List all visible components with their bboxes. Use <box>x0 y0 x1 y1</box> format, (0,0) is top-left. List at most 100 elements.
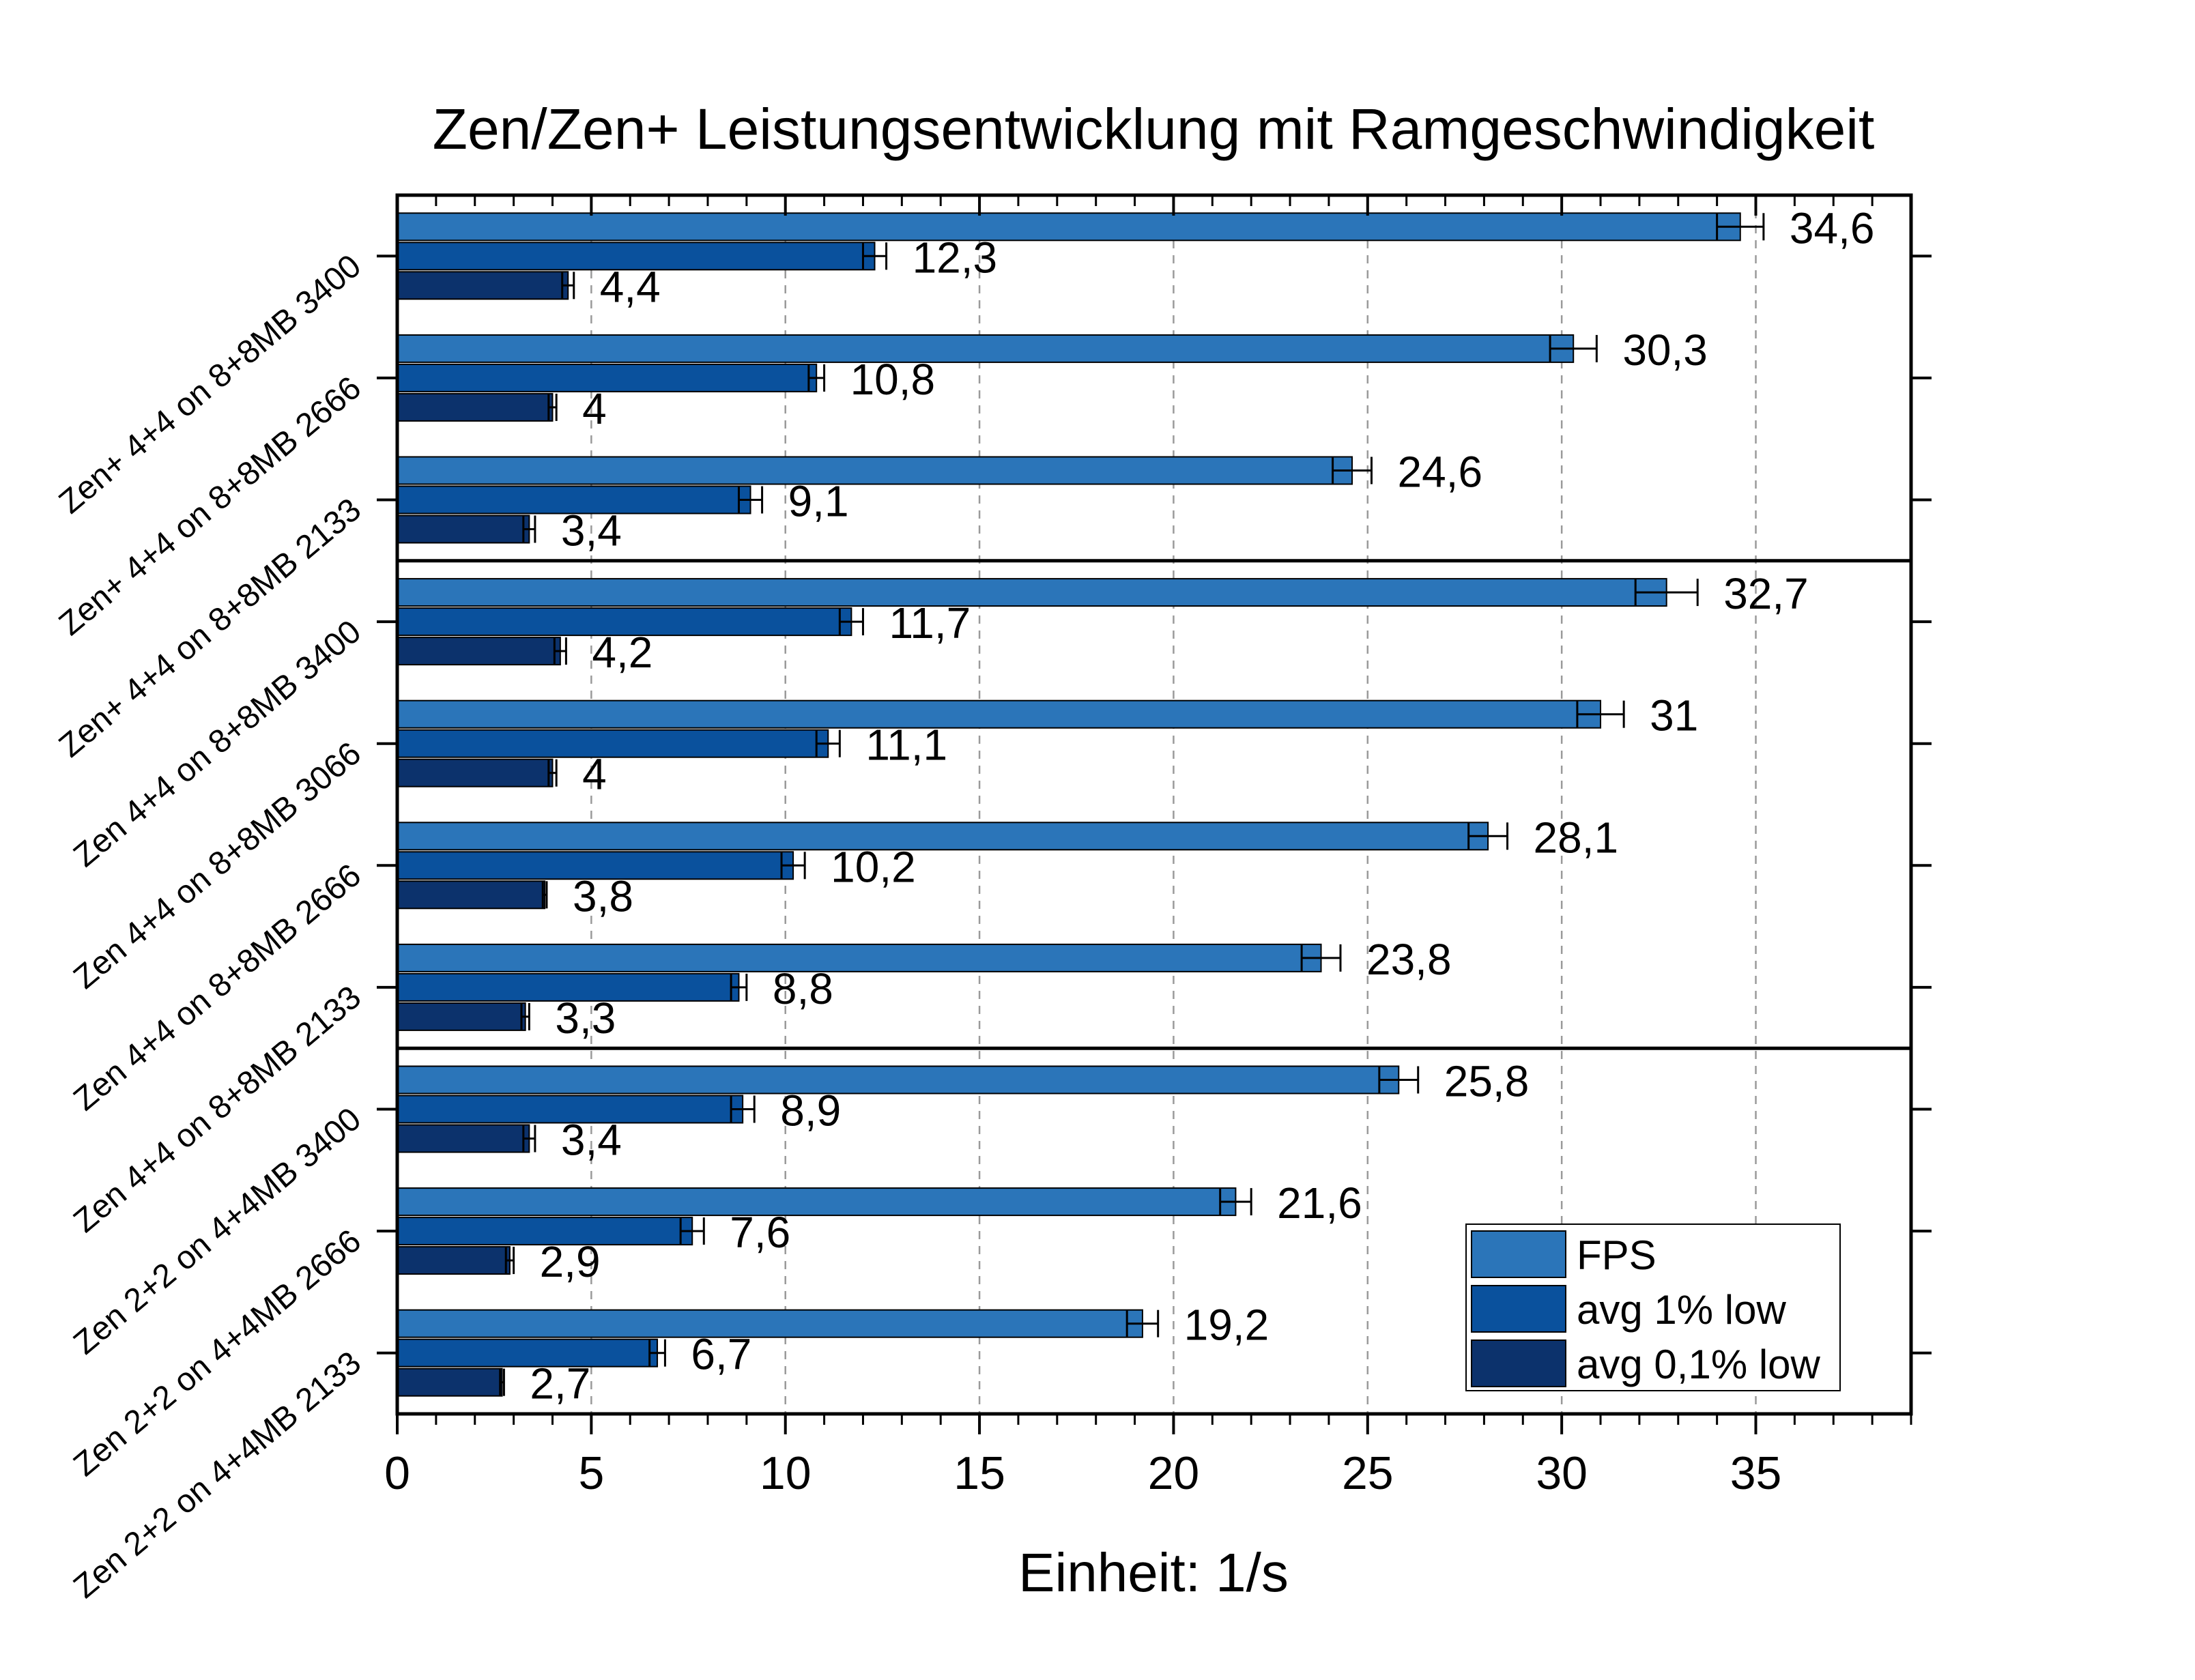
error-bar-series2-row3 <box>553 637 567 665</box>
error-bar-series0-row8 <box>1219 1188 1252 1216</box>
error-bar-series0-row9 <box>1125 1309 1160 1337</box>
error-bar-series0-row0 <box>1716 213 1765 241</box>
value-label-series1-row3: 11,7 <box>889 598 971 648</box>
bar-series2-row6 <box>397 1002 526 1031</box>
value-label-series1-row2: 9,1 <box>788 477 849 526</box>
error-bar-series1-row8 <box>679 1217 705 1245</box>
error-bar-series2-row4 <box>547 759 558 787</box>
bar-series0-row2 <box>397 456 1353 485</box>
error-bar-series0-row4 <box>1576 700 1625 728</box>
value-label-series2-row9: 2,7 <box>530 1359 590 1408</box>
bar-series2-row5 <box>397 880 546 910</box>
bar-series1-row4 <box>397 729 829 758</box>
plot-frame <box>395 193 1913 1416</box>
value-label-series2-row8: 2,9 <box>540 1237 601 1286</box>
bar-series2-row3 <box>397 637 561 666</box>
value-label-series0-row8: 21,6 <box>1277 1178 1362 1228</box>
x-tick-label-0: 0 <box>384 1447 410 1499</box>
value-label-series0-row4: 31 <box>1650 691 1698 740</box>
category-label-2: Zen+ 4+4 on 8+8MB 2133 <box>53 491 368 764</box>
x-tick-label-15: 15 <box>953 1447 1005 1499</box>
bar-series2-row1 <box>397 392 554 422</box>
error-bar-series1-row2 <box>737 486 764 514</box>
bar-series0-row1 <box>397 334 1575 363</box>
x-tick-label-35: 35 <box>1730 1447 1782 1499</box>
legend: FPS avg 1% low avg 0,1% low <box>1465 1223 1841 1391</box>
category-label-4: Zen 4+4 on 8+8MB 3066 <box>67 736 368 996</box>
value-label-series2-row2: 3,4 <box>561 506 622 555</box>
bar-series2-row9 <box>397 1367 503 1397</box>
error-bar-series1-row1 <box>807 364 826 392</box>
bar-series0-row4 <box>397 699 1602 729</box>
error-bar-series1-row5 <box>780 852 806 880</box>
value-label-series2-row6: 3,3 <box>555 994 616 1043</box>
x-axis-label: Einheit: 1/s <box>1018 1542 1289 1603</box>
category-label-9: Zen 2+2 on 4+4MB 2133 <box>67 1345 368 1606</box>
bar-series1-row0 <box>397 242 876 271</box>
error-bar-series0-row5 <box>1467 822 1509 850</box>
error-bar-series2-row1 <box>547 393 558 421</box>
value-label-series0-row9: 19,2 <box>1184 1301 1269 1350</box>
x-tick-label-30: 30 <box>1536 1447 1588 1499</box>
x-tick-label-25: 25 <box>1342 1447 1394 1499</box>
error-bar-series0-row2 <box>1332 457 1373 484</box>
error-bar-series2-row0 <box>561 272 575 300</box>
value-label-series1-row8: 7,6 <box>730 1208 790 1257</box>
bar-series0-row6 <box>397 943 1322 972</box>
error-bar-series1-row7 <box>730 1095 756 1123</box>
value-label-series0-row3: 32,7 <box>1723 569 1809 618</box>
bar-series0-row0 <box>397 212 1741 242</box>
grid-lines <box>590 195 1757 1414</box>
value-label-series2-row3: 4,2 <box>592 628 652 677</box>
category-label-1: Zen+ 4+4 on 8+8MB 2666 <box>53 370 368 643</box>
bar-series1-row6 <box>397 972 740 1002</box>
x-tick-label-20: 20 <box>1148 1447 1200 1499</box>
bar-series0-row8 <box>397 1187 1237 1217</box>
error-bar-series0-row6 <box>1300 944 1342 972</box>
error-bar-series1-row3 <box>838 608 864 636</box>
error-bar-series0-row3 <box>1634 579 1699 607</box>
legend-swatch-0 <box>1471 1230 1566 1278</box>
chart-title: Zen/Zen+ Leistungsentwicklung mit Ramges… <box>433 97 1875 161</box>
error-bar-series1-row9 <box>648 1339 666 1367</box>
bar-series2-row7 <box>397 1124 530 1153</box>
category-label-0: Zen+ 4+4 on 8+8MB 3400 <box>53 248 368 521</box>
bar-series0-row9 <box>397 1309 1143 1338</box>
error-bar-series2-row8 <box>504 1247 515 1275</box>
bar-series0-row5 <box>397 822 1489 851</box>
value-label-series1-row6: 8,8 <box>773 964 833 1013</box>
error-bar-series1-row4 <box>815 729 841 757</box>
value-label-series0-row5: 28,1 <box>1534 813 1619 862</box>
category-label-7: Zen 2+2 on 4+4MB 3400 <box>67 1101 368 1361</box>
value-label-series1-row0: 12,3 <box>913 233 998 282</box>
group-separators <box>397 559 1911 1050</box>
category-label-3: Zen 4+4 on 8+8MB 3400 <box>67 613 368 874</box>
bars: 34,6 12,3 4,4 30,3 10,8 4 24,6 9,1 3,4 32,7 11,7 4,… <box>397 203 1874 1408</box>
value-label-series1-row7: 8,9 <box>780 1086 841 1135</box>
legend-label-2: avg 0,1% low <box>1577 1342 1821 1387</box>
bar-series1-row8 <box>397 1217 693 1246</box>
x-tick-label-10: 10 <box>760 1447 812 1499</box>
value-label-series1-row1: 10,8 <box>850 355 936 404</box>
value-label-series0-row1: 30,3 <box>1622 325 1708 375</box>
legend-swatch-1 <box>1471 1285 1566 1333</box>
value-label-series1-row4: 11,1 <box>865 721 947 770</box>
bar-series1-row7 <box>397 1095 744 1124</box>
error-bar-series1-row6 <box>730 973 748 1001</box>
category-label-8: Zen 2+2 on 4+4MB 2666 <box>67 1223 368 1483</box>
error-bar-series2-row2 <box>522 515 536 543</box>
value-label-series0-row2: 24,6 <box>1397 448 1482 497</box>
error-bar-series1-row0 <box>861 242 888 270</box>
legend-label-1: avg 1% low <box>1577 1287 1786 1333</box>
legend-swatch-2 <box>1471 1339 1566 1387</box>
value-label-series1-row5: 10,2 <box>831 842 916 891</box>
bar-series2-row2 <box>397 515 530 544</box>
bar-series1-row1 <box>397 363 818 392</box>
bar-series2-row0 <box>397 271 569 300</box>
bar-series2-row8 <box>397 1246 511 1275</box>
bar-series1-row3 <box>397 607 852 637</box>
error-bar-series2-row5 <box>541 881 548 909</box>
value-label-series2-row0: 4,4 <box>600 262 661 311</box>
